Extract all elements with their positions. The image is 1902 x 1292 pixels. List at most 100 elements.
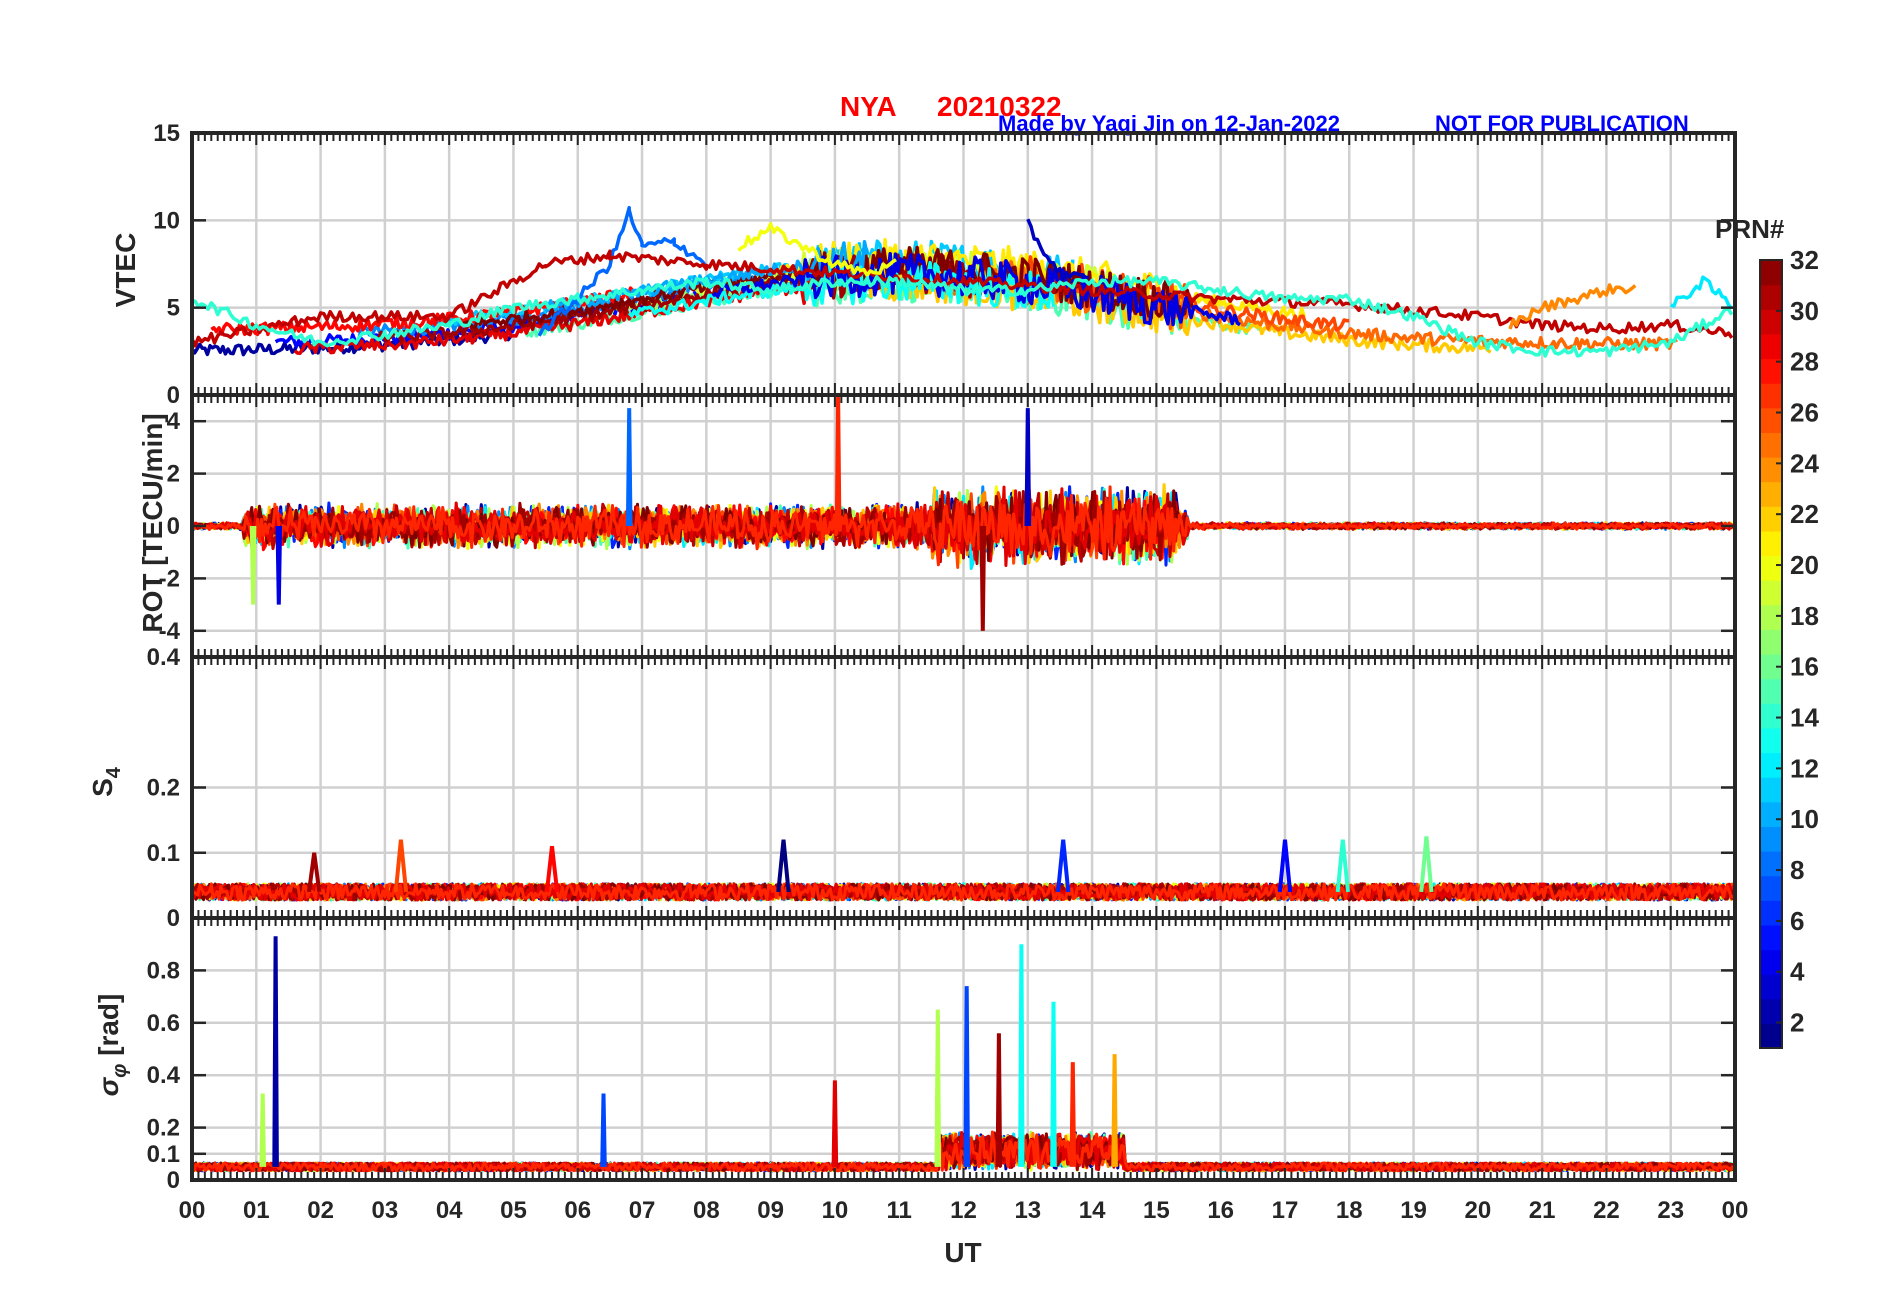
sigma_phi-peak-prn-13 (1018, 944, 1025, 1167)
x-tick-label: 00 (1722, 1197, 1749, 1224)
colorbar-tick-label: 30 (1790, 296, 1819, 326)
colorbar-band (1760, 580, 1782, 606)
sigma_phi-peak-prn-13 (1050, 1001, 1057, 1167)
s4-peak-prn-5 (1277, 839, 1293, 893)
vtec-series-prn-14 (191, 274, 1734, 358)
colorbar-band (1760, 383, 1782, 409)
colorbar-band (1760, 358, 1782, 384)
y-tick-label: 0 (167, 905, 180, 932)
colorbar-tick-label: 4 (1790, 957, 1805, 987)
colorbar-tick-label: 22 (1790, 499, 1819, 529)
x-tick-label: 18 (1336, 1197, 1363, 1224)
x-tick-label: 23 (1657, 1197, 1684, 1224)
colorbar-band (1760, 801, 1782, 827)
colorbar-band (1760, 727, 1782, 754)
x-tick-labels: 00 01 02 03 04 05 06 07 08 09 10 11 12 13 14 15 16 17 18 19… (179, 1197, 1749, 1224)
rot-peak-prn-4 (275, 525, 283, 605)
colorbar-tick-label: 6 (1790, 906, 1804, 936)
x-tick-label: 07 (629, 1197, 656, 1224)
series-group (190, 394, 1735, 631)
x-tick-label: 13 (1014, 1197, 1041, 1224)
colorbar-band (1760, 851, 1782, 877)
rot-peak-prn-18 (249, 525, 257, 605)
x-tick-label: 08 (693, 1197, 720, 1224)
colorbar-band (1760, 407, 1782, 433)
s4-peak-prn-28 (544, 845, 560, 893)
colorbar-band (1760, 432, 1782, 458)
colorbar-band (1760, 555, 1782, 581)
vtec-series-prn-8 (537, 205, 708, 337)
colorbar-band (1760, 629, 1782, 655)
ylabel-vtec: VTEC (110, 233, 141, 308)
y-tick-label: -4 (159, 618, 181, 645)
rot-peak-prn-8 (625, 408, 633, 527)
y-tick-label: 0 (167, 1167, 180, 1194)
colorbar-band (1760, 481, 1782, 507)
x-tick-label: 11 (887, 1197, 912, 1224)
colorbar-band (1760, 974, 1782, 1000)
x-tick-label: 01 (243, 1197, 270, 1224)
s4-peak-prn-16 (1419, 836, 1434, 893)
colorbar-band (1760, 309, 1782, 335)
sigma_phi-peak-prn-7 (600, 1093, 607, 1167)
x-tick-label: 10 (822, 1197, 849, 1224)
s4-peak-prn-1 (776, 839, 791, 893)
s4-peak-prn-6 (1056, 839, 1071, 893)
s4-peak-prn-26 (393, 839, 409, 893)
vtec-series-prn-31 (376, 252, 1011, 345)
vtec-series-prn-20 (737, 222, 897, 277)
y-tick-label: 0.1 (147, 840, 180, 867)
colorbar-band (1760, 530, 1782, 557)
s4-series-prn-27 (191, 882, 1734, 902)
sigma_phi-peak-prn-27 (1069, 1062, 1077, 1167)
rot-peak-prn-27 (834, 394, 842, 527)
x-tick-label: 04 (436, 1197, 463, 1224)
vtec-series-prn-4 (711, 251, 1241, 327)
colorbar-band (1760, 949, 1782, 975)
colorbar-band (1760, 777, 1782, 803)
x-tick-label: 17 (1272, 1197, 1299, 1224)
colorbar-band (1760, 875, 1782, 901)
colorbar-band (1760, 654, 1782, 680)
colorbar-tick-label: 16 (1790, 652, 1819, 682)
colorbar-tick-label: 18 (1790, 601, 1819, 631)
y-tick-label: 0 (167, 513, 180, 540)
x-tick-label: 19 (1400, 1197, 1427, 1224)
colorbar-tick-label: 12 (1790, 753, 1819, 783)
x-tick-label: 14 (1079, 1197, 1106, 1224)
sigma_phi-peak-prn-7 (963, 986, 970, 1167)
sigma_phi-peak-prn-29 (831, 1080, 839, 1167)
colorbar-band (1760, 752, 1782, 778)
series-group (190, 205, 1734, 358)
colorbar-tick-label: 2 (1790, 1008, 1804, 1038)
colorbar-frame (1759, 259, 1783, 1049)
xlabel-ut: UT (944, 1237, 981, 1268)
vtec-series-prn-24 (1508, 283, 1637, 330)
x-tick-label: 21 (1529, 1197, 1556, 1224)
x-tick-label: 00 (179, 1197, 206, 1224)
colorbar-tick-label: 8 (1790, 855, 1804, 885)
y-tick-label: 0.8 (147, 957, 180, 984)
x-tick-label: 12 (950, 1197, 977, 1224)
x-tick-label: 02 (307, 1197, 334, 1224)
x-tick-label: 06 (564, 1197, 591, 1224)
s4-peak-prn-31 (307, 852, 322, 893)
panel-s4: 0 0.1 0.2 0.4 (147, 644, 1737, 932)
colorbar-band (1760, 284, 1782, 310)
colorbar-tick-label: 28 (1790, 347, 1819, 377)
panel-vtec: 0 5 10 15 (153, 120, 1737, 409)
s4-peak-prn-14 (1335, 839, 1350, 893)
colorbar-tick-label: 20 (1790, 550, 1819, 580)
sigma_phi-peak-prn-18 (259, 1093, 266, 1167)
y-tick-label: 4 (167, 408, 181, 435)
colorbar-band (1760, 506, 1782, 532)
panels: 051015-4-202400.10.20.400.10.20.40.60.80… (147, 120, 1749, 1224)
panel-rot: -4 -2 0 2 4 (159, 393, 1737, 659)
colorbar-band (1760, 678, 1782, 704)
y-tick-label: 10 (153, 207, 180, 234)
x-tick-label: 22 (1593, 1197, 1620, 1224)
svg-text:σφ [rad]: σφ [rad] (93, 994, 131, 1097)
x-tick-label: 09 (757, 1197, 784, 1224)
